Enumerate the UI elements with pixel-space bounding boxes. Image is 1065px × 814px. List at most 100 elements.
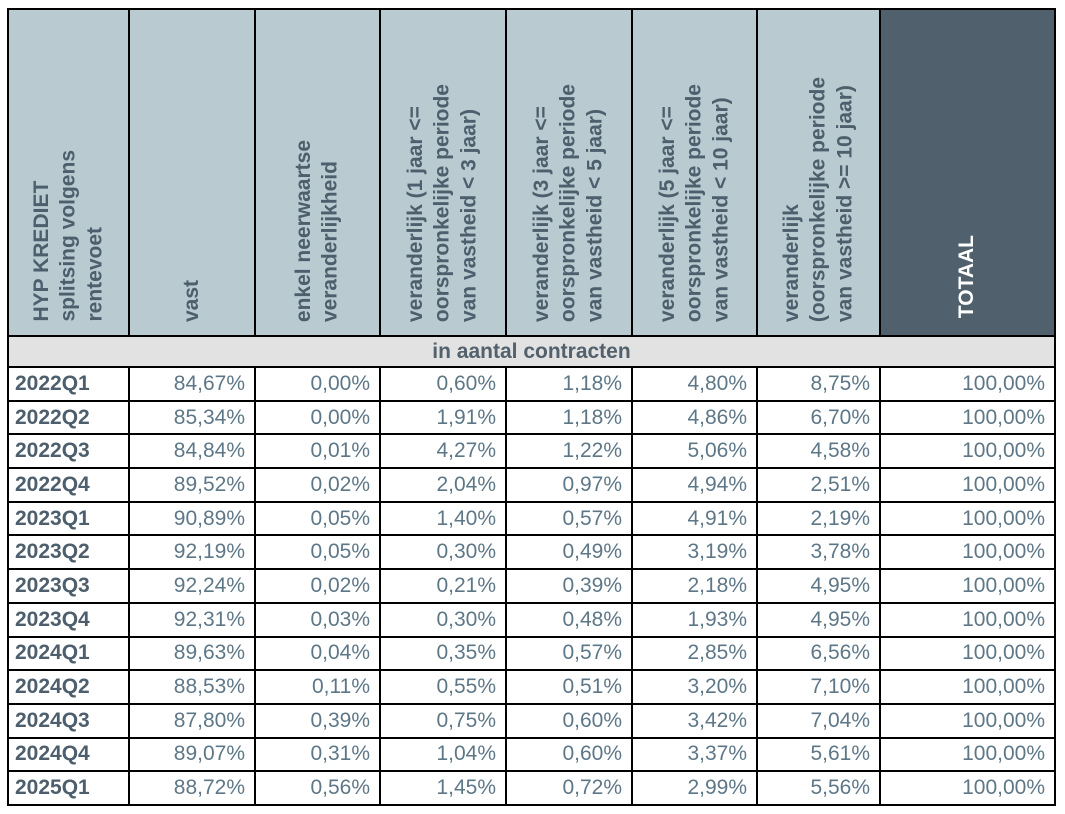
row-label-quarter: 2024Q2 [7, 669, 130, 705]
cell-veranderlijk-10plus: 5,56% [756, 770, 881, 806]
cell-veranderlijk-3-5: 0,48% [505, 601, 633, 638]
cell-totaal: 100,00% [879, 366, 1056, 402]
cell-veranderlijk-5-10: 1,93% [631, 601, 758, 638]
cell-enkel-neerwaartse: 0,56% [254, 770, 381, 806]
column-header-label: vast [179, 279, 203, 322]
cell-veranderlijk-1-3: 1,45% [379, 770, 507, 806]
table-row: 2023Q2 92,19% 0,05% 0,30% 0,49% 3,19% 3,… [7, 534, 1056, 571]
table-row: 2025Q1 88,72% 0,56% 1,45% 0,72% 2,99% 5,… [7, 770, 1056, 806]
cell-veranderlijk-1-3: 0,30% [379, 534, 507, 571]
cell-vast: 92,31% [128, 601, 256, 638]
cell-totaal: 100,00% [879, 534, 1056, 571]
cell-vast: 84,67% [128, 366, 256, 402]
cell-vast: 87,80% [128, 702, 256, 739]
cell-totaal: 100,00% [879, 635, 1056, 672]
cell-veranderlijk-5-10: 2,18% [631, 568, 758, 604]
table-row: 2024Q3 87,80% 0,39% 0,75% 0,60% 3,42% 7,… [7, 702, 1056, 739]
cell-veranderlijk-5-10: 3,20% [631, 669, 758, 705]
cell-veranderlijk-1-3: 4,27% [379, 433, 507, 470]
subtitle-row: in aantal contracten [7, 335, 1056, 368]
row-label-quarter: 2024Q1 [7, 635, 130, 672]
cell-veranderlijk-10plus: 6,56% [756, 635, 881, 672]
cell-veranderlijk-1-3: 0,55% [379, 669, 507, 705]
cell-totaal: 100,00% [879, 736, 1056, 773]
row-label-quarter: 2024Q3 [7, 702, 130, 739]
cell-enkel-neerwaartse: 0,00% [254, 399, 381, 436]
cell-vast: 88,53% [128, 669, 256, 705]
column-header-veranderlijk-3-5: veranderlijk (3 jaar <= oorspronkelijke … [505, 8, 633, 337]
cell-totaal: 100,00% [879, 601, 1056, 638]
cell-veranderlijk-1-3: 0,75% [379, 702, 507, 739]
cell-veranderlijk-3-5: 0,60% [505, 702, 633, 739]
table-row: 2022Q3 84,84% 0,01% 4,27% 1,22% 5,06% 4,… [7, 433, 1056, 470]
row-label-quarter: 2025Q1 [7, 770, 130, 806]
cell-veranderlijk-1-3: 1,40% [379, 500, 507, 537]
cell-vast: 92,24% [128, 568, 256, 604]
cell-enkel-neerwaartse: 0,01% [254, 433, 381, 470]
column-header-label: veranderlijk (oorspronkelijke periode va… [779, 76, 856, 322]
cell-enkel-neerwaartse: 0,05% [254, 534, 381, 571]
cell-veranderlijk-1-3: 0,21% [379, 568, 507, 604]
cell-veranderlijk-10plus: 5,61% [756, 736, 881, 773]
row-label-quarter: 2022Q3 [7, 433, 130, 470]
column-header-label: veranderlijk (1 jaar <= oorspronkelijke … [404, 83, 481, 322]
column-header-enkel-neerwaartse: enkel neerwaartse veranderlijkheid [254, 8, 381, 337]
cell-totaal: 100,00% [879, 433, 1056, 470]
cell-veranderlijk-5-10: 3,19% [631, 534, 758, 571]
cell-veranderlijk-3-5: 0,97% [505, 467, 633, 503]
column-header-veranderlijk-10plus: veranderlijk (oorspronkelijke periode va… [756, 8, 881, 337]
column-header-label: veranderlijk (5 jaar <= oorspronkelijke … [655, 83, 732, 322]
cell-totaal: 100,00% [879, 702, 1056, 739]
cell-veranderlijk-3-5: 1,18% [505, 399, 633, 436]
cell-vast: 85,34% [128, 399, 256, 436]
cell-veranderlijk-1-3: 1,04% [379, 736, 507, 773]
cell-totaal: 100,00% [879, 467, 1056, 503]
cell-veranderlijk-1-3: 0,30% [379, 601, 507, 638]
cell-veranderlijk-10plus: 7,10% [756, 669, 881, 705]
cell-vast: 89,63% [128, 635, 256, 672]
cell-veranderlijk-10plus: 4,58% [756, 433, 881, 470]
cell-totaal: 100,00% [879, 568, 1056, 604]
cell-vast: 90,89% [128, 500, 256, 537]
cell-veranderlijk-1-3: 0,60% [379, 366, 507, 402]
row-label-quarter: 2022Q1 [7, 366, 130, 402]
cell-veranderlijk-10plus: 7,04% [756, 702, 881, 739]
cell-vast: 88,72% [128, 770, 256, 806]
cell-enkel-neerwaartse: 0,00% [254, 366, 381, 402]
subtitle-label: in aantal contracten [7, 335, 1056, 368]
cell-veranderlijk-3-5: 0,51% [505, 669, 633, 705]
cell-veranderlijk-5-10: 2,85% [631, 635, 758, 672]
row-label-quarter: 2023Q1 [7, 500, 130, 537]
table-row: 2024Q2 88,53% 0,11% 0,55% 0,51% 3,20% 7,… [7, 669, 1056, 705]
cell-veranderlijk-5-10: 4,94% [631, 467, 758, 503]
table-row: 2023Q4 92,31% 0,03% 0,30% 0,48% 1,93% 4,… [7, 601, 1056, 638]
row-label-quarter: 2024Q4 [7, 736, 130, 773]
cell-vast: 84,84% [128, 433, 256, 470]
row-label-quarter: 2023Q3 [7, 568, 130, 604]
table-row: 2024Q1 89,63% 0,04% 0,35% 0,57% 2,85% 6,… [7, 635, 1056, 672]
cell-veranderlijk-3-5: 0,39% [505, 568, 633, 604]
cell-veranderlijk-3-5: 0,60% [505, 736, 633, 773]
row-label-quarter: 2023Q2 [7, 534, 130, 571]
column-header-vast: vast [128, 8, 256, 337]
cell-veranderlijk-5-10: 4,91% [631, 500, 758, 537]
cell-veranderlijk-10plus: 4,95% [756, 568, 881, 604]
row-label-quarter: 2022Q4 [7, 467, 130, 503]
cell-veranderlijk-3-5: 1,22% [505, 433, 633, 470]
cell-vast: 89,07% [128, 736, 256, 773]
cell-veranderlijk-5-10: 3,37% [631, 736, 758, 773]
cell-enkel-neerwaartse: 0,39% [254, 702, 381, 739]
cell-veranderlijk-10plus: 2,51% [756, 467, 881, 503]
cell-totaal: 100,00% [879, 399, 1056, 436]
cell-veranderlijk-3-5: 0,49% [505, 534, 633, 571]
hyp-krediet-table-container: HYP KREDIET splitsing volgens rentevoet … [7, 8, 1056, 806]
cell-totaal: 100,00% [879, 669, 1056, 705]
column-header-veranderlijk-5-10: veranderlijk (5 jaar <= oorspronkelijke … [631, 8, 758, 337]
table-row: 2023Q1 90,89% 0,05% 1,40% 0,57% 4,91% 2,… [7, 500, 1056, 537]
cell-veranderlijk-1-3: 0,35% [379, 635, 507, 672]
row-label-quarter: 2022Q2 [7, 399, 130, 436]
cell-veranderlijk-3-5: 0,57% [505, 500, 633, 537]
cell-enkel-neerwaartse: 0,11% [254, 669, 381, 705]
corner-header-label: HYP KREDIET splitsing volgens rentevoet [29, 150, 106, 322]
table-row: 2022Q2 85,34% 0,00% 1,91% 1,18% 4,86% 6,… [7, 399, 1056, 436]
